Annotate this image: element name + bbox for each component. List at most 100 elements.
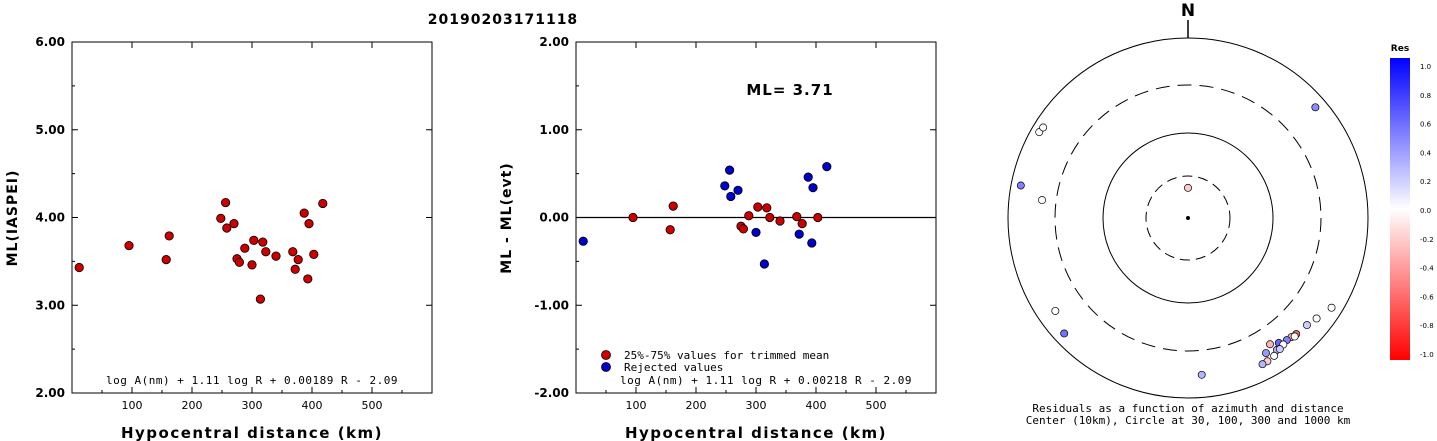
station-magnitude-point	[161, 255, 171, 265]
station-magnitude-point	[240, 243, 250, 253]
trimmed-residual-point	[792, 212, 802, 222]
station-magnitude-point	[249, 235, 259, 245]
station-magnitude-point	[271, 251, 281, 261]
station-magnitude-point	[318, 198, 328, 209]
rejected-residual-point	[794, 229, 804, 239]
station-magnitude-point	[124, 240, 134, 251]
plot1-y-axis-label: ML(IASPEI)	[5, 170, 21, 267]
rejected-residual-point	[803, 172, 813, 182]
rejected-residual-point	[751, 227, 761, 238]
station-magnitude-point	[216, 213, 226, 223]
legend-marker-trimmed	[601, 350, 611, 360]
trimmed-residual-point	[762, 203, 772, 213]
station-residual-point	[1290, 332, 1299, 341]
station-magnitude-point	[74, 262, 84, 273]
plot2-y-tick-label: 0.00	[539, 211, 569, 225]
station-magnitude-point	[222, 223, 232, 233]
plot2-points	[578, 162, 832, 269]
rejected-residual-point	[822, 162, 832, 172]
station-magnitude-point	[247, 260, 257, 270]
trimmed-residual-point	[744, 211, 754, 221]
residual-vs-distance-plot: 100 200 300 400 500 -2.00 -1.00 0.00 1.00 2.00 ML…	[499, 35, 937, 441]
plot1-y-tick-label: 3.00	[35, 298, 65, 312]
trimmed-residual-point	[765, 212, 775, 223]
plot1-y-tick-label: 2.00	[35, 386, 65, 400]
trimmed-residual-point	[797, 219, 807, 229]
colorbar-tick-label: 1.0	[1420, 63, 1431, 71]
plot2-y-tick-label: -2.00	[534, 386, 569, 400]
ring-100km	[1102, 132, 1274, 304]
station-residual-point	[1312, 314, 1321, 323]
trimmed-residual-point	[738, 224, 749, 234]
ring-1000km	[1007, 37, 1369, 399]
station-residual-points	[1016, 103, 1336, 379]
colorbar-tick-label: 0.0	[1420, 207, 1431, 215]
plot1-y-tick-label: 5.00	[35, 123, 65, 137]
plot2-ml-annotation: ML= 3.71	[746, 81, 833, 99]
colorbar-tick-label: -1.0	[1420, 351, 1434, 359]
station-residual-point	[1311, 103, 1320, 112]
colorbar-title: Res	[1391, 44, 1409, 54]
trimmed-residual-point	[628, 212, 638, 223]
station-residual-point	[1060, 329, 1069, 338]
station-residual-point	[1302, 321, 1311, 330]
station-magnitude-point	[304, 219, 314, 229]
station-residual-point	[1051, 306, 1060, 315]
station-magnitude-point	[229, 219, 239, 229]
plot1-x-tick-label: 500	[362, 399, 383, 412]
station-magnitude-point	[234, 257, 244, 267]
colorbar-tick-label: 0.2	[1420, 178, 1431, 186]
colorbar-tick-label: 0.6	[1420, 121, 1432, 129]
plot1-x-tick-label: 200	[182, 399, 203, 412]
station-residual-point	[1258, 360, 1267, 369]
figure-title: 20190203171118	[428, 12, 578, 28]
colorbar-tick-label: 0.8	[1420, 92, 1431, 100]
plot1-frame	[71, 41, 433, 394]
plot1-x-tick-label: 400	[302, 399, 323, 412]
legend-label-rejected: Rejected values	[624, 361, 723, 374]
ring-300km	[1054, 84, 1322, 352]
plot1-points	[74, 197, 328, 304]
colorbar-tick-label: 0.4	[1420, 149, 1432, 157]
plot2-y-tick-label: -1.00	[534, 298, 569, 312]
plot2-x-tick-label: 300	[746, 399, 767, 412]
station-residual-point	[1266, 340, 1274, 349]
plot1-y-tick-label: 4.00	[35, 211, 65, 225]
trimmed-residual-point	[753, 202, 763, 212]
polar-caption-line1: Residuals as a function of azimuth and d…	[1032, 402, 1343, 415]
plot1-formula: log A(nm) + 1.11 log R + 0.00189 R - 2.0…	[106, 374, 398, 387]
azimuth-distance-residual-plot: N Residuals as a function of azimuth and…	[1007, 1, 1369, 427]
plot2-x-tick-label: 200	[686, 399, 707, 412]
plot2-y-tick-label: 1.00	[539, 123, 569, 137]
station-magnitude-point	[288, 247, 298, 257]
plot2-y-tick-label: 2.00	[539, 35, 569, 49]
station-residual-point	[1016, 181, 1025, 190]
plot2-x-tick-label: 100	[626, 399, 647, 412]
trimmed-residual-point	[668, 201, 678, 211]
station-residual-point	[1184, 183, 1192, 192]
station-residual-point	[1197, 370, 1206, 379]
colorbar-gradient	[1390, 58, 1410, 360]
plot1-x-tick-label: 100	[122, 399, 143, 412]
colorbar-tick-label: -0.6	[1420, 293, 1434, 301]
station-residual-point	[1039, 123, 1048, 132]
trimmed-residual-point	[665, 225, 675, 235]
rejected-residual-point	[807, 238, 817, 248]
station-magnitude-point	[303, 274, 313, 284]
trimmed-residual-point	[775, 216, 785, 226]
colorbar-tick-label: -0.8	[1420, 322, 1434, 330]
station-residual-point	[1275, 345, 1284, 354]
plot2-y-axis-label: ML - ML(evt)	[499, 162, 515, 273]
station-magnitude-point	[261, 247, 271, 257]
colorbar-tick-label: -0.4	[1420, 265, 1434, 273]
trimmed-residual-point	[813, 212, 823, 223]
plot1-x-axis-label: Hypocentral distance (km)	[121, 424, 383, 441]
station-magnitude-point	[299, 208, 309, 218]
station-magnitude-point	[290, 264, 300, 274]
station-residual-point	[1262, 349, 1270, 358]
station-magnitude-point	[309, 249, 319, 259]
plot2-x-tick-label: 500	[866, 399, 887, 412]
rejected-residual-point	[724, 165, 735, 175]
station-residual-point	[1038, 196, 1046, 205]
